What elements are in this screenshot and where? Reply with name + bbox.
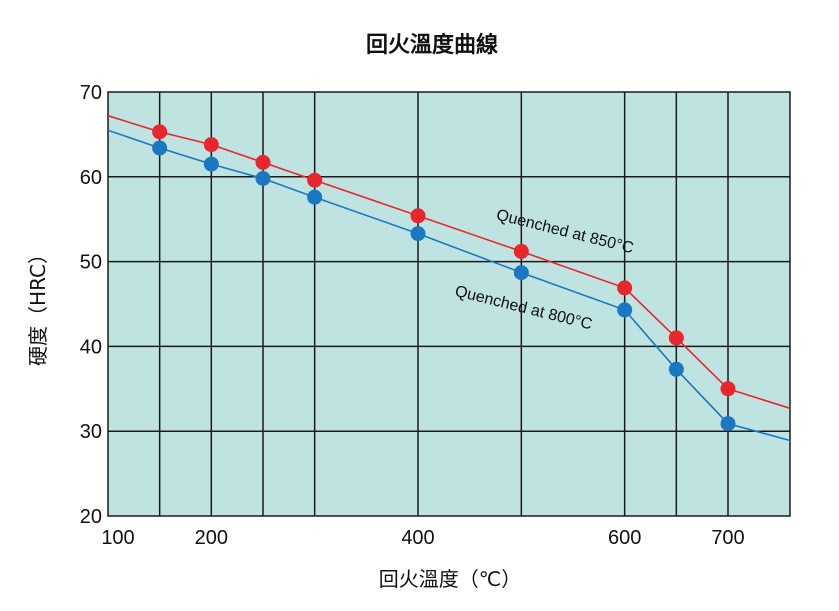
x-axis-title: 回火溫度（℃） [379, 567, 521, 591]
y-axis-title: 硬度（HRC） [26, 244, 50, 366]
data-point-800 [152, 140, 168, 156]
tick-labels: 100 200 400 600 700 20 30 40 50 60 70 [80, 82, 745, 549]
y-tick-label: 30 [80, 421, 102, 443]
data-point-800 [410, 226, 426, 242]
data-point-850 [203, 137, 219, 153]
x-tick-label: 100 [101, 527, 134, 549]
data-point-800 [668, 361, 684, 377]
x-tick-label: 400 [401, 527, 434, 549]
data-point-800 [255, 170, 271, 186]
data-point-850 [513, 243, 529, 259]
plot-area [107, 91, 791, 517]
x-tick-label: 600 [608, 527, 641, 549]
data-point-800 [513, 265, 529, 281]
data-point-850 [410, 208, 426, 224]
data-point-850 [668, 330, 684, 346]
data-point-850 [255, 154, 271, 170]
data-point-850 [152, 124, 168, 140]
y-tick-label: 40 [80, 336, 102, 358]
chart-title: 回火溫度曲線 [366, 32, 498, 58]
series-points [152, 124, 736, 432]
data-point-850 [307, 172, 323, 188]
y-tick-label: 70 [80, 82, 102, 104]
data-point-850 [617, 280, 633, 296]
x-tick-label: 700 [711, 527, 744, 549]
data-point-850 [720, 381, 736, 397]
y-tick-label: 60 [80, 167, 102, 189]
data-point-800 [617, 302, 633, 318]
data-point-800 [203, 156, 219, 172]
y-tick-label: 50 [80, 252, 102, 274]
data-point-800 [720, 416, 736, 432]
y-tick-label: 20 [80, 506, 102, 528]
data-point-800 [307, 189, 323, 205]
x-tick-label: 200 [195, 527, 228, 549]
